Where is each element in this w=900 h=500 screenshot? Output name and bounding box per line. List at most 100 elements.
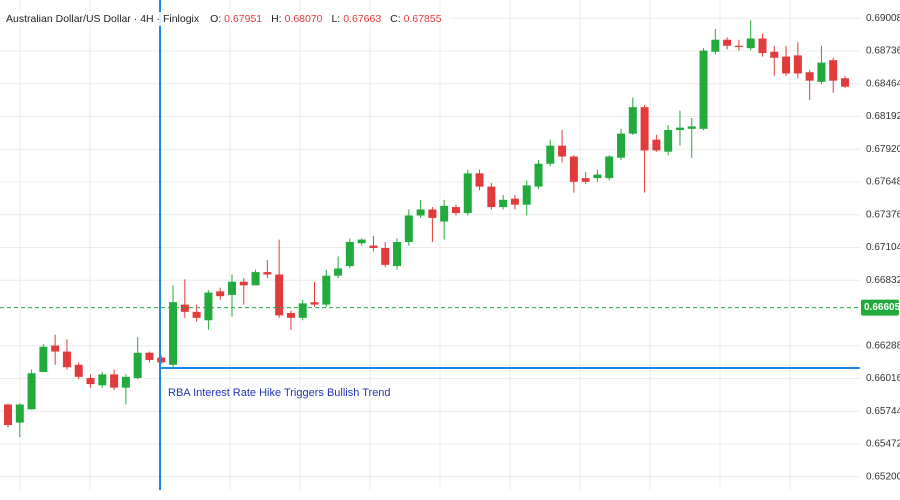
y-tick-label: 0.65744 bbox=[866, 406, 900, 417]
candle-body bbox=[39, 346, 48, 373]
symbol-title: Australian Dollar/US Dollar · 4H · Finlo… bbox=[6, 13, 200, 25]
candle-body bbox=[652, 139, 661, 151]
candle-body bbox=[369, 245, 378, 249]
candle-body bbox=[393, 241, 402, 267]
candle-body bbox=[251, 272, 260, 286]
candle-body bbox=[687, 126, 696, 129]
candle-body bbox=[664, 130, 673, 152]
candle-body bbox=[86, 378, 95, 385]
candle-body bbox=[263, 272, 272, 275]
candle-body bbox=[98, 374, 107, 386]
candle-body bbox=[558, 145, 567, 157]
candle-body bbox=[381, 248, 390, 265]
candle-body bbox=[216, 291, 225, 297]
candle-body bbox=[805, 72, 814, 81]
candles bbox=[4, 20, 849, 438]
candle-body bbox=[546, 145, 555, 164]
candle-body bbox=[322, 275, 331, 305]
candle-body bbox=[581, 178, 590, 182]
low-label: L: bbox=[331, 13, 341, 25]
candle-body bbox=[475, 173, 484, 187]
y-tick-label: 0.66832 bbox=[866, 275, 900, 286]
candle-body bbox=[817, 62, 826, 82]
current-price-box bbox=[861, 299, 899, 316]
high-value: 0.68070 bbox=[284, 13, 323, 25]
open-label: O: bbox=[210, 13, 222, 25]
candle-body bbox=[204, 292, 213, 321]
y-tick-label: 0.65472 bbox=[866, 439, 900, 450]
annotation: RBA Interest Rate Hike Triggers Bullish … bbox=[168, 387, 391, 399]
candle-body bbox=[286, 313, 295, 318]
candle-body bbox=[829, 60, 838, 81]
candle-body bbox=[628, 107, 637, 134]
candle-body bbox=[746, 38, 755, 49]
candle-body bbox=[180, 304, 189, 312]
candle-body bbox=[51, 345, 60, 352]
close-value: 0.67855 bbox=[403, 13, 442, 25]
y-axis: 0.69008 0.68736 0.68464 0.68192 0.67920 0.676… bbox=[866, 13, 900, 482]
candle-body bbox=[192, 311, 201, 318]
candle-body bbox=[133, 352, 142, 379]
candle-body bbox=[617, 133, 626, 158]
candle-body bbox=[27, 373, 36, 410]
current-price-label: 0.66605 bbox=[864, 302, 900, 313]
candle-body bbox=[770, 51, 779, 58]
high-label: H: bbox=[271, 13, 282, 25]
candle-body bbox=[451, 207, 460, 214]
candle-body bbox=[239, 281, 248, 286]
candle-body bbox=[298, 303, 307, 318]
candle-body bbox=[675, 127, 684, 131]
candle-body bbox=[758, 38, 767, 53]
candle-body bbox=[534, 163, 543, 187]
candle-body bbox=[723, 39, 732, 46]
candle-body bbox=[74, 364, 83, 377]
candle-body bbox=[357, 239, 366, 244]
candle-body bbox=[227, 281, 236, 295]
candle-body bbox=[841, 78, 849, 87]
candle-body bbox=[145, 352, 154, 360]
candle-body bbox=[416, 209, 425, 216]
candle-body bbox=[110, 374, 119, 388]
y-tick-label: 0.67376 bbox=[866, 209, 900, 220]
y-tick-label: 0.68736 bbox=[866, 46, 900, 57]
y-tick-label: 0.66016 bbox=[866, 373, 900, 384]
vertical-grid bbox=[19, 0, 791, 490]
candle-body bbox=[440, 205, 449, 222]
candle-body bbox=[345, 241, 354, 267]
candle-body bbox=[699, 50, 708, 129]
candle-body bbox=[310, 302, 319, 305]
y-tick-label: 0.68464 bbox=[866, 78, 900, 89]
candle-body bbox=[734, 45, 743, 47]
candle-body bbox=[487, 186, 496, 208]
candle-body bbox=[157, 357, 166, 363]
candle-body bbox=[782, 56, 791, 74]
y-tick-label: 0.68192 bbox=[866, 111, 900, 122]
y-tick-label: 0.69008 bbox=[866, 13, 900, 24]
candle-body bbox=[4, 404, 12, 425]
candle-body bbox=[593, 174, 602, 179]
candle-body bbox=[121, 376, 130, 388]
candle-body bbox=[275, 274, 284, 316]
candle-body bbox=[428, 209, 437, 218]
y-tick-label: 0.65200 bbox=[866, 471, 900, 482]
candle-body bbox=[711, 39, 720, 52]
candle-body bbox=[605, 156, 614, 179]
candle-body bbox=[569, 156, 578, 182]
candle-body bbox=[15, 404, 24, 423]
grid bbox=[0, 17, 860, 478]
candle-body bbox=[169, 302, 178, 365]
candle-body bbox=[404, 215, 413, 242]
candle-body bbox=[334, 268, 343, 276]
open-value: 0.67951 bbox=[224, 13, 263, 25]
candle-body bbox=[62, 351, 71, 368]
candle-body bbox=[499, 199, 508, 208]
candle-body bbox=[640, 107, 649, 151]
y-tick-label: 0.67104 bbox=[866, 242, 900, 253]
header: Australian Dollar/US Dollar · 4H · Finlo… bbox=[4, 12, 450, 26]
close-label: C: bbox=[390, 13, 401, 25]
candle-body bbox=[463, 173, 472, 214]
y-tick-label: 0.67648 bbox=[866, 177, 900, 188]
candle-body bbox=[793, 55, 802, 74]
